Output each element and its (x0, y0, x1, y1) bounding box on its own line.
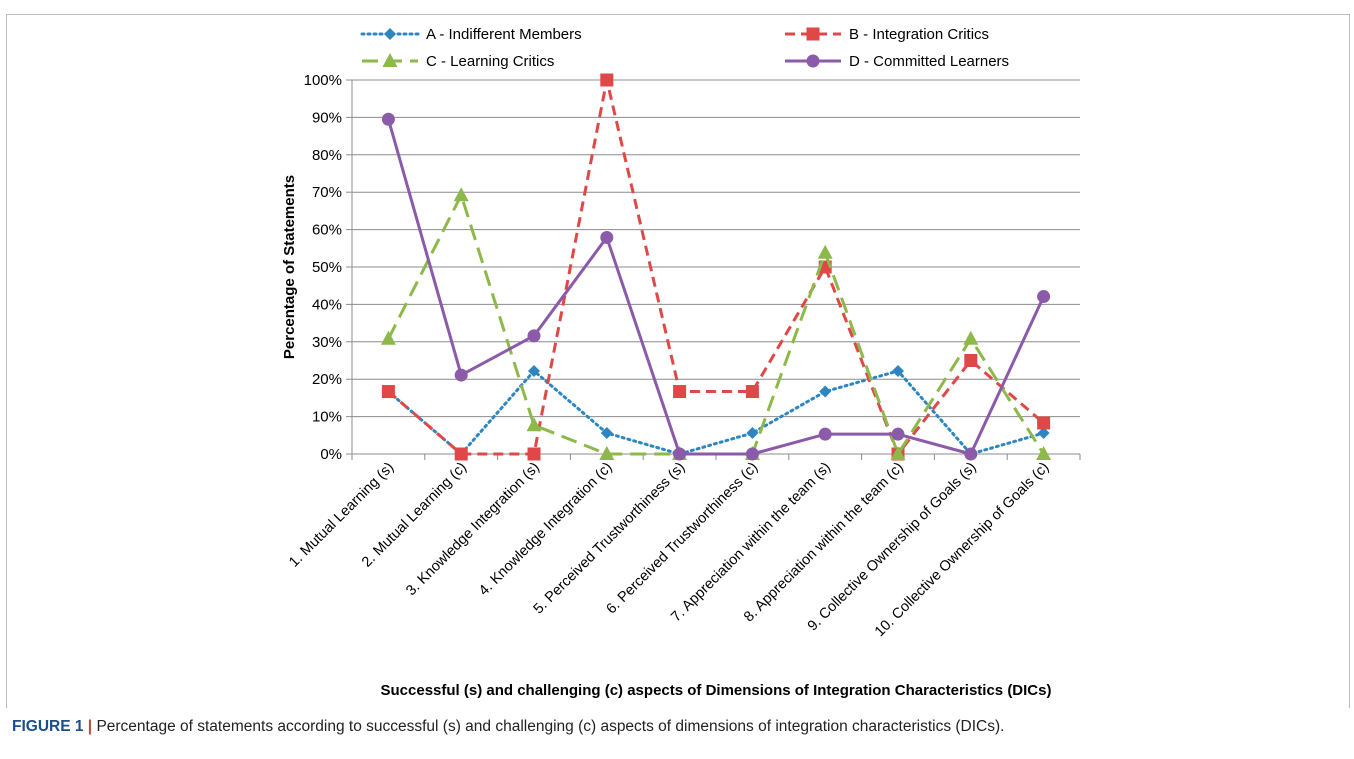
data-point-circle (673, 447, 687, 461)
chart-legend: A - Indifferent Members B - Integration C… (360, 26, 1009, 70)
legend-label: C - Learning Critics (426, 53, 554, 70)
series-line (387, 78, 1045, 456)
data-point-diamond (819, 385, 832, 398)
y-axis-title: Percentage of Statements (281, 175, 298, 359)
y-tick-label: 80% (312, 147, 342, 164)
legend-label: A - Indifferent Members (426, 26, 582, 43)
caption-text: Percentage of statements according to su… (96, 718, 1005, 735)
data-point-triangle (380, 330, 396, 345)
data-point-circle (600, 230, 614, 244)
legend-item: D - Committed Learners (785, 53, 1009, 70)
y-tick-label: 70% (312, 184, 342, 201)
chart-series (380, 73, 1052, 461)
data-point-triangle (963, 330, 979, 345)
data-point-square (600, 73, 614, 87)
chart-gridlines (346, 79, 1080, 455)
legend-item: B - Integration Critics (785, 26, 989, 43)
data-point-circle (745, 447, 759, 461)
y-tick-label: 10% (312, 409, 342, 426)
data-point-circle (891, 427, 905, 441)
y-tick-label: 50% (312, 259, 342, 276)
data-point-square (673, 385, 687, 399)
figure-label: FIGURE 1 (12, 718, 84, 735)
y-tick-label: 60% (312, 222, 342, 239)
y-tick-label: 100% (304, 72, 342, 89)
legend-marker-triangle (382, 53, 398, 67)
data-point-circle (964, 447, 978, 461)
x-axis-title: Successful (s) and challenging (c) aspec… (381, 682, 1052, 699)
legend-marker-square (806, 27, 820, 41)
x-axis (351, 80, 1081, 460)
data-point-square (381, 385, 395, 399)
data-point-triangle (526, 417, 542, 432)
data-point-diamond (528, 364, 540, 377)
x-category-label: 3. Knowledge Integration (s) (403, 460, 543, 600)
data-point-square (745, 385, 759, 399)
data-point-triangle (1036, 446, 1052, 460)
x-category-label: 7. Appreciation within the team (s) (668, 460, 834, 626)
legend-label: B - Integration Critics (849, 26, 989, 43)
caption-separator: | (83, 718, 97, 735)
data-point-triangle (817, 244, 833, 259)
y-tick-label: 20% (312, 371, 342, 388)
series-d (381, 112, 1051, 461)
x-category-label: 6. Perceived Trustworthiness (c) (603, 460, 761, 618)
data-point-circle (454, 368, 468, 382)
y-tick-label: 30% (312, 334, 342, 351)
data-point-circle (818, 427, 832, 441)
data-point-circle (1037, 290, 1051, 304)
data-point-triangle (453, 187, 469, 202)
y-tick-label: 0% (320, 446, 342, 463)
legend-marker-circle (806, 54, 820, 68)
legend-item: C - Learning Critics (362, 53, 554, 70)
data-point-triangle (599, 446, 615, 460)
x-axis-category-labels: 1. Mutual Learning (s)2. Mutual Learning… (286, 460, 1052, 641)
data-point-circle (381, 112, 395, 126)
data-point-square (527, 447, 541, 461)
data-point-circle (527, 329, 541, 343)
data-point-diamond (1037, 427, 1050, 440)
data-point-diamond (746, 427, 759, 440)
y-axis-ticks: 0% 10% 20% 30% 40% 50% 60% 70% 80% 90% 100% (304, 72, 342, 463)
data-point-square (964, 354, 978, 367)
series-line (387, 193, 1045, 456)
legend-marker-diamond (384, 28, 396, 40)
x-category-label: 5. Perceived Trustworthiness (s) (531, 460, 689, 618)
series-c (380, 187, 1052, 460)
figure-caption: FIGURE 1 | Percentage of statements acco… (12, 718, 1342, 736)
data-point-square (1037, 416, 1051, 430)
legend-label: D - Committed Learners (849, 53, 1009, 70)
data-point-diamond (600, 427, 613, 440)
data-point-square (454, 447, 468, 461)
x-category-label: 8. Appreciation within the team (c) (741, 460, 907, 626)
data-point-diamond (892, 364, 904, 377)
line-chart: 0% 10% 20% 30% 40% 50% 60% 70% 80% 90% 100% 1. Mut… (281, 26, 1081, 699)
y-tick-label: 40% (312, 296, 342, 313)
data-point-triangle (890, 446, 906, 460)
figure-frame (6, 14, 1350, 708)
y-tick-label: 90% (312, 109, 342, 126)
series-line (386, 118, 1045, 456)
x-category-label: 4. Knowledge Integration (c) (476, 460, 616, 600)
series-line (386, 369, 1046, 456)
legend-item: A - Indifferent Members (360, 26, 582, 43)
